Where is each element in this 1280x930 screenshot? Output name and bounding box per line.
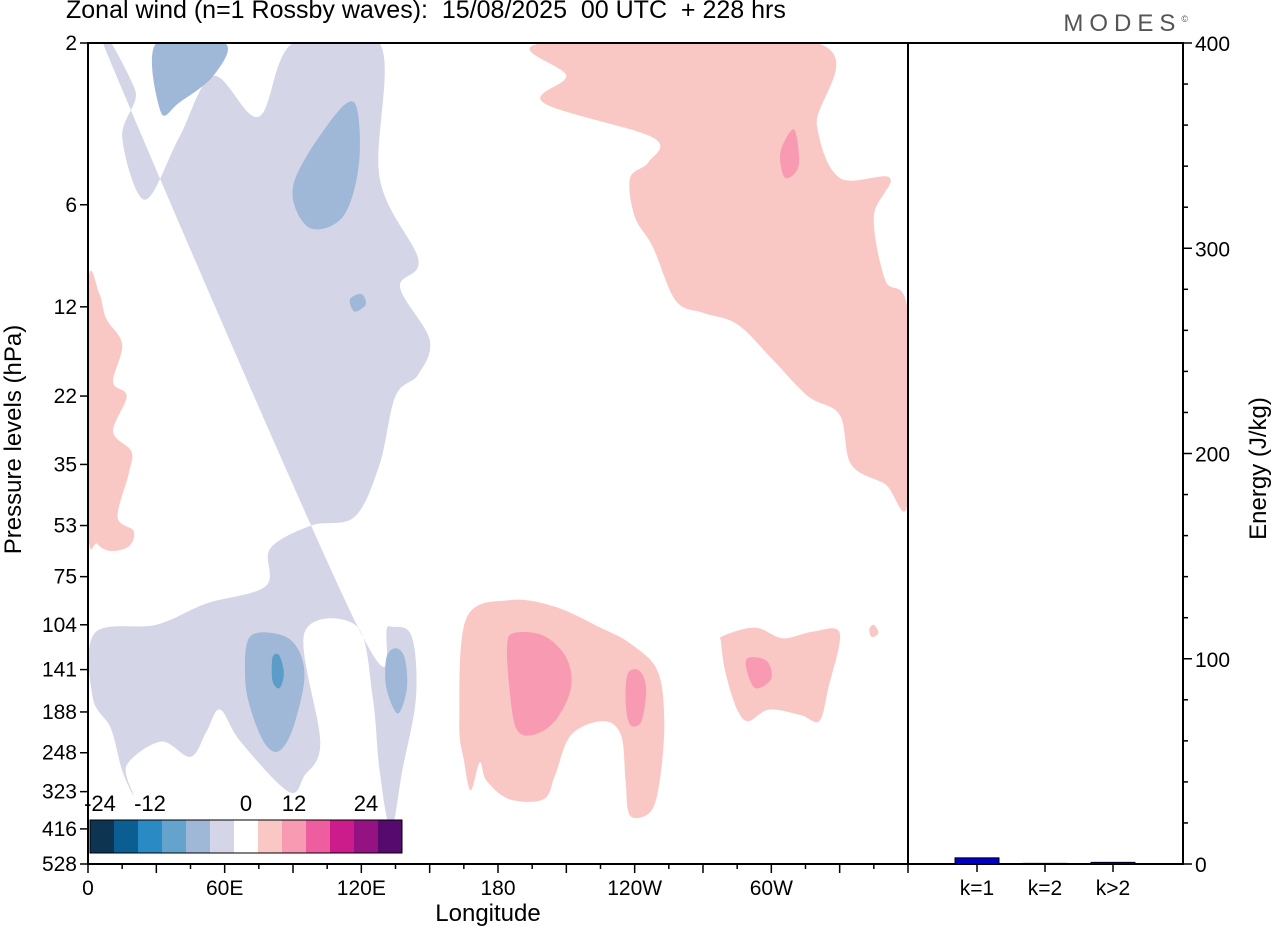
energy-y-tick-label: 0 — [1195, 854, 1207, 877]
energy-x-tick-label: k>2 — [1096, 877, 1130, 900]
y-tick-label: 416 — [42, 818, 77, 841]
colorbar-label: 0 — [240, 791, 252, 816]
y-tick-label: 188 — [42, 701, 77, 724]
y-axis-label: Pressure levels (hPa) — [0, 325, 27, 554]
y-tick-label: 75 — [54, 566, 77, 589]
colorbar-swatch-6 — [234, 820, 258, 853]
colorbar-swatch-9 — [306, 820, 330, 853]
y-tick-label: 12 — [54, 296, 77, 319]
y-tick-label: 35 — [54, 453, 77, 476]
colorbar-swatch-2 — [138, 820, 162, 853]
contour-negative-mid-3 — [244, 632, 305, 753]
contour-negative-mid-4 — [385, 648, 408, 714]
y-tick-label: 323 — [42, 781, 77, 804]
brand-mark: © — [1181, 14, 1188, 24]
colorbar-swatch-11 — [354, 820, 378, 853]
x-tick-label: 60W — [750, 877, 793, 900]
energy-axis-label: Energy (J/kg) — [1245, 397, 1272, 540]
contour-positive-mid-12 — [625, 669, 647, 727]
colorbar-swatch-4 — [186, 820, 210, 853]
energy-y-tick-label: 400 — [1195, 33, 1230, 56]
y-tick-label: 141 — [42, 659, 77, 682]
contour-negative-dark-6 — [271, 653, 284, 689]
colorbar-swatch-10 — [330, 820, 354, 853]
y-tick-label: 248 — [42, 742, 77, 765]
x-axis-label: Longitude — [435, 900, 540, 927]
energy-x-tick-label: k=2 — [1028, 877, 1062, 900]
contour-positive-light-8 — [529, 43, 908, 512]
energy-bar-1 — [954, 857, 1000, 865]
y-tick-label: 2 — [65, 32, 77, 55]
x-tick-label: 180 — [480, 877, 515, 900]
contour-negative-light-0 — [88, 43, 431, 829]
colorbar-swatch-1 — [114, 820, 138, 853]
colorbar-label: -12 — [134, 791, 166, 816]
energy-x-tick-label: k=1 — [960, 877, 994, 900]
contour-layer — [88, 43, 908, 829]
energy-y-tick-label: 300 — [1195, 238, 1230, 261]
energy-frame — [907, 42, 1184, 865]
contour-positive-light-7 — [88, 270, 135, 552]
brand-name: MODES — [1063, 10, 1182, 37]
x-tick-label: 0 — [82, 877, 94, 900]
x-tick-label: 120E — [337, 877, 386, 900]
contour-positive-mid-11 — [506, 632, 572, 736]
contour-negative-mid-2 — [292, 101, 360, 230]
x-tick-label: 60E — [206, 877, 243, 900]
colorbar-swatch-12 — [378, 820, 402, 853]
y-tick-label: 104 — [42, 614, 77, 637]
x-tick-label: 120W — [607, 877, 662, 900]
energy-y-tick-label: 100 — [1195, 649, 1230, 672]
contour-negative-mid-5 — [349, 293, 367, 312]
y-tick-label: 528 — [42, 853, 77, 876]
contour-positive-light-13 — [720, 627, 841, 723]
brand-logo: MODES© — [1063, 10, 1188, 38]
contour-positive-mid-14 — [745, 657, 772, 689]
colorbar-label: -24 — [84, 791, 116, 816]
colorbar-label: 24 — [354, 791, 378, 816]
colorbar-swatch-8 — [282, 820, 306, 853]
colorbar-swatch-3 — [162, 820, 186, 853]
colorbar-label: 12 — [282, 791, 306, 816]
chart-title: Zonal wind (n=1 Rossby waves): 15/08/202… — [66, 0, 786, 24]
energy-y-tick-label: 200 — [1195, 444, 1230, 467]
y-tick-label: 53 — [54, 515, 77, 538]
contour-positive-light-15 — [869, 624, 879, 638]
energy-bar-3 — [1090, 861, 1136, 865]
contour-negative-mid-1 — [151, 43, 228, 116]
contour-positive-mid-9 — [780, 129, 800, 179]
y-tick-label: 22 — [54, 385, 77, 408]
colorbar-swatch-7 — [258, 820, 282, 853]
colorbar-frame — [89, 819, 403, 854]
colorbar-swatch-0 — [90, 820, 114, 853]
y-tick-label: 6 — [65, 194, 77, 217]
colorbar-swatch-5 — [210, 820, 234, 853]
